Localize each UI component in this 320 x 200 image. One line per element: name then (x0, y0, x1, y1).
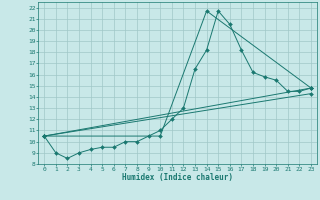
X-axis label: Humidex (Indice chaleur): Humidex (Indice chaleur) (122, 173, 233, 182)
